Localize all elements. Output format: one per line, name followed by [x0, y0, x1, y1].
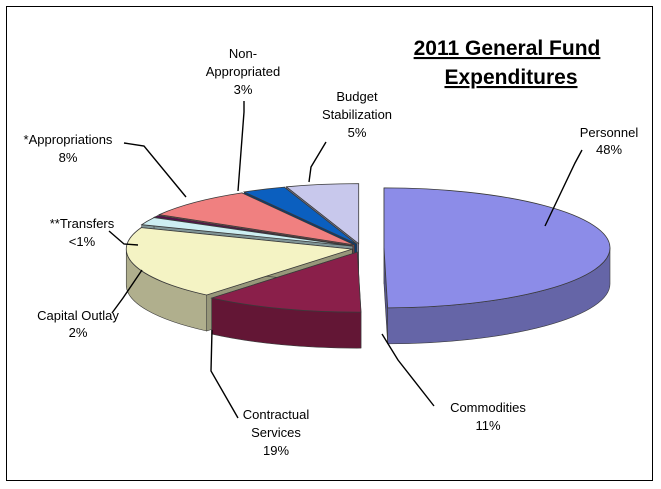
leader-appropriations — [123, 142, 187, 198]
slice-pct-capital-outlay: 2% — [69, 325, 88, 340]
slice-pct-commodities: 11% — [475, 418, 500, 433]
slice-label-contractual-1: Contractual — [243, 407, 310, 422]
slice-personnel — [383, 187, 611, 345]
leader-personnel — [544, 149, 583, 227]
slice-top — [242, 186, 357, 245]
leader-budget-stabilization — [308, 141, 327, 183]
slice-top — [285, 183, 360, 245]
slice-pct-budget-stabilization: 5% — [348, 125, 367, 140]
slice-top — [157, 192, 355, 246]
slice-pct-non-appropriated: 3% — [234, 82, 253, 97]
slice-top — [125, 227, 353, 296]
slice-label-capital-outlay: Capital Outlay — [37, 308, 119, 323]
leader-commodities — [381, 333, 435, 407]
slice-label-commodities: Commodities — [450, 400, 526, 415]
slice-label-appropriations: *Appropriations — [24, 132, 113, 147]
leader-non-appropriated — [237, 101, 245, 192]
chart-title-line-2: Expenditures — [444, 66, 577, 89]
slice-label-budget-stabilization-2: Stabilization — [322, 107, 392, 122]
slice-pct-personnel: 48% — [596, 142, 622, 157]
slice-commodities — [210, 251, 362, 349]
leader-transfers — [108, 230, 139, 246]
slice-pct-transfers: <1% — [69, 234, 96, 249]
slice-label-non-appropriated-1: Non- — [229, 46, 257, 61]
slice-label-transfers: **Transfers — [50, 216, 115, 231]
slice-label-personnel: Personnel — [580, 125, 639, 140]
chart-title-line-1: 2011 General Fund — [414, 37, 601, 60]
slice-label-budget-stabilization-1: Budget — [336, 89, 378, 104]
slice-pct-contractual: 19% — [263, 443, 289, 458]
slice-label-contractual-2: Services — [251, 425, 301, 440]
slice-label-non-appropriated-2: Appropriated — [206, 64, 280, 79]
slice-pct-appropriations: 8% — [59, 150, 78, 165]
slice-top — [383, 187, 611, 309]
leader-contractual — [210, 329, 239, 419]
leader-capital-outlay — [111, 269, 143, 314]
slice-top — [210, 251, 362, 313]
slice-top — [140, 217, 353, 247]
